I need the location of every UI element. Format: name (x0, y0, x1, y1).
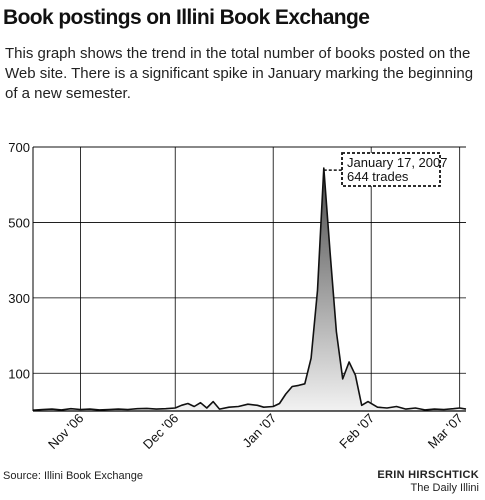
axes: 100 300 500 700 Nov '06 Dec '06 Jan '07 Feb '07… (8, 140, 466, 452)
author-name: ERIN HIRSCHTICK (377, 469, 479, 481)
series-line (32, 167, 467, 411)
chart-title: Book postings on Illini Book Exchange (3, 6, 370, 29)
annotation-text-line: January 17, 2007 (347, 155, 447, 170)
area-fill (33, 168, 466, 411)
y-tick-label: 700 (8, 140, 30, 155)
x-tick-label: Nov '06 (45, 411, 86, 452)
y-tick-label: 500 (8, 215, 30, 230)
y-tick-label: 300 (8, 291, 30, 306)
area-series (32, 167, 467, 411)
credit: ERIN HIRSCHTICK The Daily Illini (377, 469, 479, 495)
x-tick-label: Mar '07 (425, 411, 466, 452)
chart-subtitle: This graph shows the trend in the total … (5, 45, 474, 102)
x-tick-label: Feb '07 (336, 411, 377, 452)
annotation-box (341, 152, 441, 187)
publication-name: The Daily Illini (410, 482, 479, 494)
x-tick-label: Dec '06 (140, 411, 181, 452)
annotation-text-line: 644 trades (347, 169, 409, 184)
grid-lines (33, 146, 466, 411)
source-note: Source: Illini Book Exchange (3, 470, 144, 482)
y-tick-label: 100 (8, 366, 30, 381)
x-tick-label: Jan '07 (239, 411, 279, 451)
